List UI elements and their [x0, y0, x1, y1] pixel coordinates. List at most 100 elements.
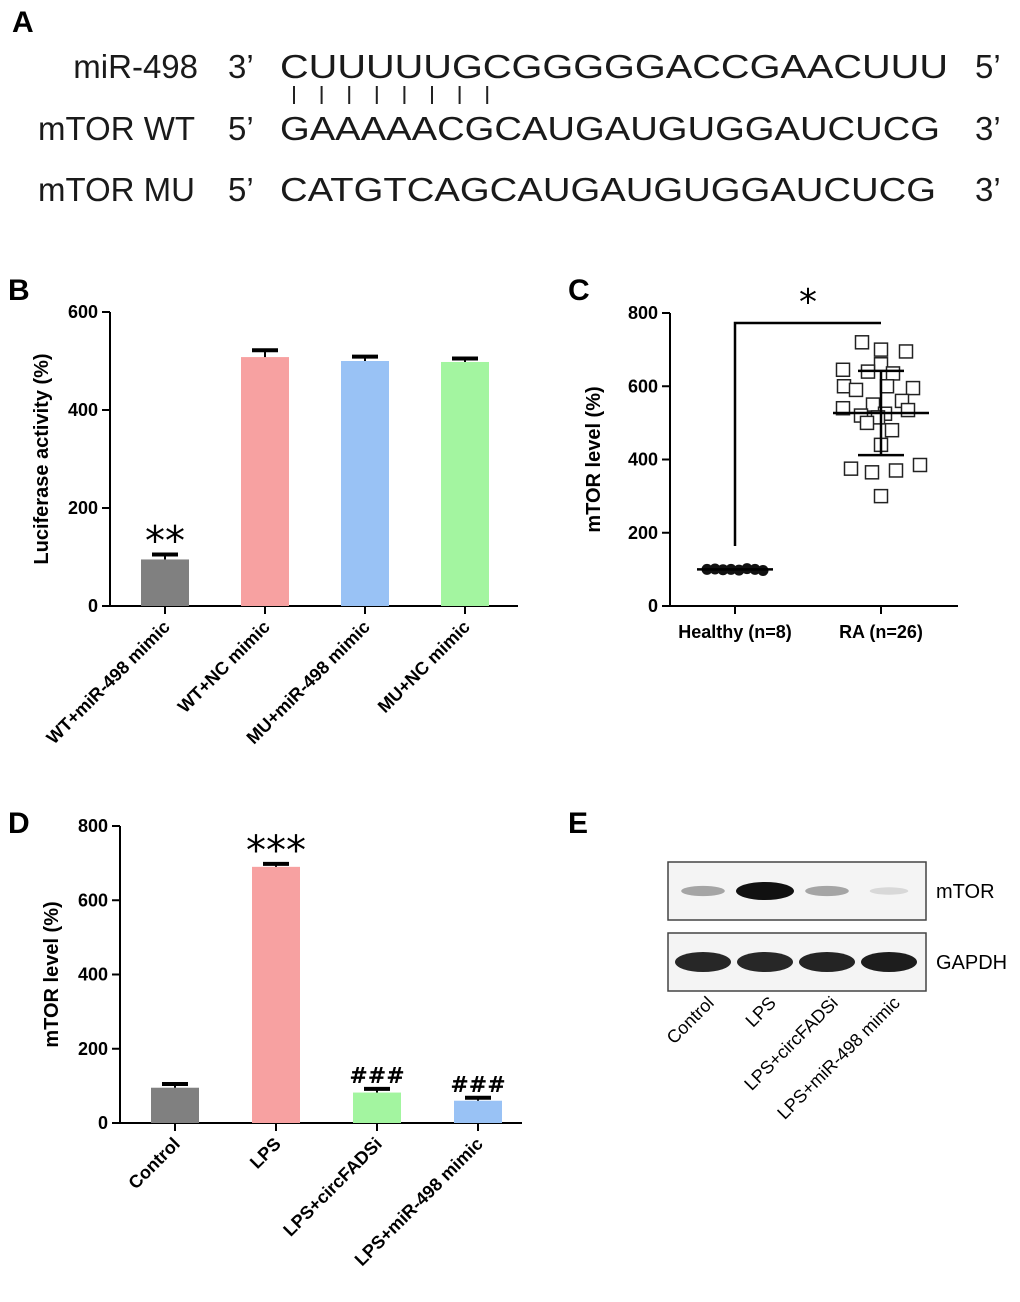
- blot-band: [736, 882, 794, 900]
- d-y-tick-label: 600: [78, 890, 108, 910]
- blot-row-label: mTOR: [936, 881, 995, 903]
- d-category-label: LPS: [246, 1134, 285, 1173]
- blot-band: [675, 952, 731, 972]
- mu-name: mTOR MU: [38, 171, 195, 208]
- blot-band: [681, 885, 725, 897]
- d-y-tick-label: 400: [78, 965, 108, 985]
- c-ra-point: [898, 344, 914, 359]
- panel-b: B 0 200 400 600 Luciferase activity (%) WT+mi…: [8, 274, 518, 748]
- c-ra-point: [873, 488, 889, 504]
- panel-d: D 0 200 400 600 800 mTOR level (%) Control LPS *…: [8, 807, 522, 1270]
- panel-b-letter: B: [8, 274, 30, 307]
- c-y-tick-label: 400: [628, 450, 658, 470]
- mir-left-end: 3’: [228, 48, 254, 85]
- c-ra-point: [859, 415, 875, 431]
- d-bar: [454, 1100, 502, 1123]
- b-category-label: MU+NC mimic: [374, 617, 474, 717]
- wt-right-end: 3’: [975, 110, 1001, 147]
- c-ra-point: [873, 357, 889, 372]
- c-y-tick-label: 0: [648, 596, 658, 616]
- c-y-axis-title: mTOR level (%): [583, 386, 605, 532]
- c-category-label: RA (n=26): [839, 622, 923, 642]
- c-category-label: Healthy (n=8): [678, 622, 792, 642]
- c-ra-point: [873, 342, 889, 357]
- mir-name: miR-498: [73, 48, 198, 85]
- blot-band: [805, 885, 849, 897]
- base-pair-lines: [293, 86, 489, 104]
- blot-band: [799, 952, 855, 972]
- b-y-tick-label: 600: [68, 302, 98, 322]
- d-bar: [353, 1092, 401, 1123]
- b-y-axis-title: Luciferase activity (%): [31, 353, 53, 564]
- b-category-label: WT+miR-498 mimic: [43, 617, 174, 748]
- c-ra-point: [836, 379, 852, 394]
- wt-left-end: 5’: [228, 110, 254, 147]
- mu-right-end: 3’: [975, 171, 1001, 208]
- d-y-tick-label: 0: [98, 1113, 108, 1133]
- panel-d-letter: D: [8, 807, 30, 840]
- c-ra-point: [835, 362, 851, 378]
- c-ra-point: [885, 366, 901, 381]
- d-bar: [151, 1087, 199, 1123]
- blot-lane-label: Control: [663, 993, 718, 1048]
- c-ra-point: [864, 465, 880, 480]
- mu-left-end: 5’: [228, 171, 254, 208]
- b-category-label: WT+NC mimic: [174, 617, 274, 717]
- c-ra-point: [843, 461, 859, 476]
- d-significance-label: ***: [246, 828, 306, 874]
- c-ra-point: [900, 402, 916, 418]
- c-ra-point: [835, 400, 851, 416]
- mu-sequence: CATGTCAGCAUGAUGUGGAUCUCG: [280, 171, 936, 208]
- blot-band: [737, 952, 793, 972]
- b-significance-label: **: [145, 519, 185, 565]
- c-ra-point: [879, 379, 895, 394]
- panel-c-letter: C: [568, 274, 590, 307]
- blot-frame-mtor: [667, 861, 927, 921]
- b-bar: [241, 357, 289, 606]
- c-ra-point: [865, 397, 881, 412]
- b-bar: [141, 559, 189, 606]
- d-significance-label: ###: [349, 1064, 404, 1089]
- c-y-tick-label: 800: [628, 303, 658, 323]
- wt-name: mTOR WT: [38, 110, 195, 147]
- d-y-tick-label: 200: [78, 1039, 108, 1059]
- b-bar: [341, 361, 389, 606]
- c-ra-point: [884, 422, 900, 438]
- d-category-label: LPS+circFADSi: [279, 1134, 385, 1240]
- c-y-tick-label: 200: [628, 523, 658, 543]
- c-ra-point: [905, 380, 921, 396]
- b-y-tick-label: 400: [68, 400, 98, 420]
- c-ra-point: [888, 463, 904, 478]
- panel-a-letter: A: [12, 6, 34, 39]
- blot-lane-label: LPS+miR-498 mimic: [773, 993, 903, 1123]
- c-ra-point: [912, 457, 928, 473]
- c-significance-bracket: [733, 321, 881, 546]
- c-ra-point: [848, 382, 864, 398]
- d-bar: [252, 866, 300, 1123]
- d-y-tick-label: 800: [78, 816, 108, 836]
- panel-e-letter: E: [568, 807, 588, 840]
- c-y-tick-label: 600: [628, 376, 658, 396]
- wt-sequence: GAAAAACGCAUGAUGUGGAUCUCG: [280, 110, 940, 147]
- d-significance-label: ###: [450, 1073, 505, 1098]
- chart-d: 0 200 400 600 800 mTOR level (%) Control LPS ***…: [41, 816, 522, 1270]
- c-ra-point: [854, 335, 870, 350]
- d-category-label: Control: [124, 1134, 183, 1193]
- blot-band: [861, 952, 917, 972]
- mir-sequence: CUUUUUGCGGGGGACCGAACUUU: [280, 48, 948, 85]
- blot-lane-label: LPS: [742, 993, 780, 1031]
- d-y-axis-title: mTOR level (%): [41, 901, 63, 1047]
- b-y-tick-label: 0: [88, 596, 98, 616]
- blot-band: [869, 887, 909, 895]
- chart-b: 0 200 400 600 Luciferase activity (%) WT+miR-…: [31, 302, 518, 748]
- panel-a: A miR-498 3’ CUUUUUGCGGGGGACCGAACUUU 5’ …: [12, 6, 1001, 208]
- blot-row-label: GAPDH: [936, 952, 1007, 974]
- panel-c: C 0 200 400 600 800 mTOR level (%) Healthy (n=…: [568, 274, 958, 642]
- c-significance-label: *: [799, 282, 817, 323]
- b-bar: [441, 361, 489, 606]
- mir-right-end: 5’: [975, 48, 1001, 85]
- b-y-tick-label: 200: [68, 498, 98, 518]
